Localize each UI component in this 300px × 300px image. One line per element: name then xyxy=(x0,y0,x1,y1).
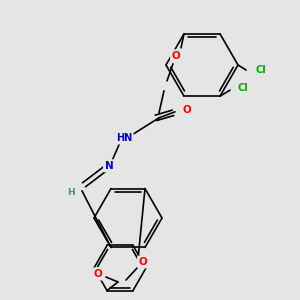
Text: Cl: Cl xyxy=(238,83,248,93)
Text: O: O xyxy=(94,269,102,279)
Text: O: O xyxy=(172,51,180,61)
Text: Cl: Cl xyxy=(256,65,266,75)
Text: O: O xyxy=(139,257,147,267)
Text: N: N xyxy=(105,161,113,171)
Text: HN: HN xyxy=(116,133,132,143)
Text: H: H xyxy=(67,188,75,197)
Text: O: O xyxy=(183,105,191,115)
